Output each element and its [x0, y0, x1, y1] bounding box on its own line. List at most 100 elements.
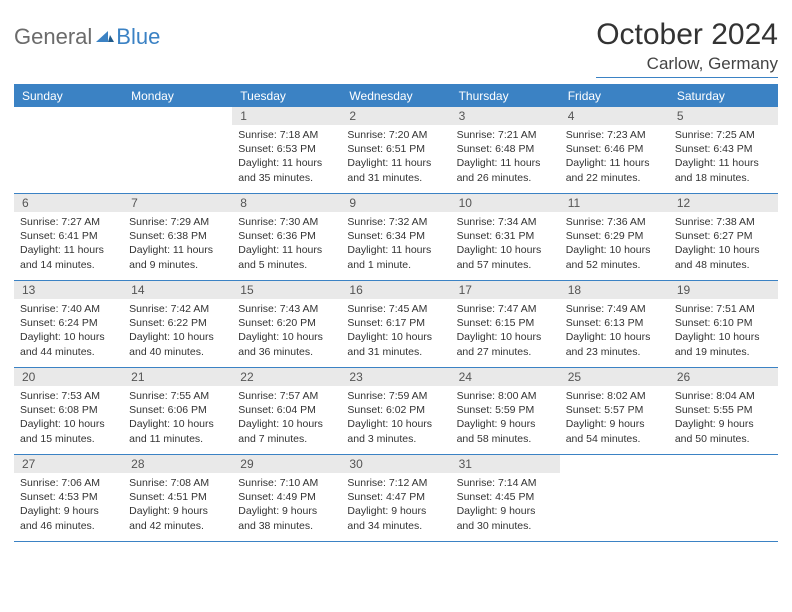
day-number: 17: [451, 281, 560, 299]
day-info: Sunrise: 7:08 AMSunset: 4:51 PMDaylight:…: [123, 473, 232, 536]
day-info: Sunrise: 7:14 AMSunset: 4:45 PMDaylight:…: [451, 473, 560, 536]
calendar-day: 25Sunrise: 8:02 AMSunset: 5:57 PMDayligh…: [560, 368, 669, 454]
day-info: Sunrise: 7:43 AMSunset: 6:20 PMDaylight:…: [232, 299, 341, 362]
day-number: 8: [232, 194, 341, 212]
weekday-header: Saturday: [669, 85, 778, 107]
calendar-day: 13Sunrise: 7:40 AMSunset: 6:24 PMDayligh…: [14, 281, 123, 367]
calendar-day: 24Sunrise: 8:00 AMSunset: 5:59 PMDayligh…: [451, 368, 560, 454]
calendar-day: 8Sunrise: 7:30 AMSunset: 6:36 PMDaylight…: [232, 194, 341, 280]
weekday-header: Sunday: [14, 85, 123, 107]
calendar-day: 26Sunrise: 8:04 AMSunset: 5:55 PMDayligh…: [669, 368, 778, 454]
day-number: 11: [560, 194, 669, 212]
day-info: Sunrise: 7:55 AMSunset: 6:06 PMDaylight:…: [123, 386, 232, 449]
day-info: Sunrise: 7:51 AMSunset: 6:10 PMDaylight:…: [669, 299, 778, 362]
day-number: 22: [232, 368, 341, 386]
calendar-day: 11Sunrise: 7:36 AMSunset: 6:29 PMDayligh…: [560, 194, 669, 280]
calendar-week: 1Sunrise: 7:18 AMSunset: 6:53 PMDaylight…: [14, 107, 778, 194]
weekday-header: Thursday: [451, 85, 560, 107]
calendar-day: 3Sunrise: 7:21 AMSunset: 6:48 PMDaylight…: [451, 107, 560, 193]
day-number: 7: [123, 194, 232, 212]
logo-text-blue: Blue: [116, 24, 160, 50]
day-info: Sunrise: 7:49 AMSunset: 6:13 PMDaylight:…: [560, 299, 669, 362]
day-number: 23: [341, 368, 450, 386]
day-number: 31: [451, 455, 560, 473]
calendar-day: 5Sunrise: 7:25 AMSunset: 6:43 PMDaylight…: [669, 107, 778, 193]
header: General Blue October 2024 Carlow, German…: [14, 18, 778, 78]
logo: General Blue: [14, 18, 160, 50]
calendar-day: 18Sunrise: 7:49 AMSunset: 6:13 PMDayligh…: [560, 281, 669, 367]
day-number: 3: [451, 107, 560, 125]
day-info: Sunrise: 7:18 AMSunset: 6:53 PMDaylight:…: [232, 125, 341, 188]
day-info: Sunrise: 8:04 AMSunset: 5:55 PMDaylight:…: [669, 386, 778, 449]
day-number: 27: [14, 455, 123, 473]
day-info: Sunrise: 7:36 AMSunset: 6:29 PMDaylight:…: [560, 212, 669, 275]
day-info: Sunrise: 7:59 AMSunset: 6:02 PMDaylight:…: [341, 386, 450, 449]
calendar-day: 1Sunrise: 7:18 AMSunset: 6:53 PMDaylight…: [232, 107, 341, 193]
day-info: Sunrise: 7:10 AMSunset: 4:49 PMDaylight:…: [232, 473, 341, 536]
day-number: 30: [341, 455, 450, 473]
calendar-day: 20Sunrise: 7:53 AMSunset: 6:08 PMDayligh…: [14, 368, 123, 454]
calendar-day: 17Sunrise: 7:47 AMSunset: 6:15 PMDayligh…: [451, 281, 560, 367]
calendar-day: 7Sunrise: 7:29 AMSunset: 6:38 PMDaylight…: [123, 194, 232, 280]
calendar-week: 20Sunrise: 7:53 AMSunset: 6:08 PMDayligh…: [14, 368, 778, 455]
day-number: 9: [341, 194, 450, 212]
calendar-day: 21Sunrise: 7:55 AMSunset: 6:06 PMDayligh…: [123, 368, 232, 454]
day-number: 15: [232, 281, 341, 299]
day-info: Sunrise: 7:29 AMSunset: 6:38 PMDaylight:…: [123, 212, 232, 275]
logo-mark-icon: [96, 28, 114, 46]
calendar-week: 27Sunrise: 7:06 AMSunset: 4:53 PMDayligh…: [14, 455, 778, 542]
month-title: October 2024: [596, 18, 778, 52]
title-block: October 2024 Carlow, Germany: [596, 18, 778, 78]
calendar-day: 23Sunrise: 7:59 AMSunset: 6:02 PMDayligh…: [341, 368, 450, 454]
day-info: Sunrise: 7:32 AMSunset: 6:34 PMDaylight:…: [341, 212, 450, 275]
calendar-day: 6Sunrise: 7:27 AMSunset: 6:41 PMDaylight…: [14, 194, 123, 280]
calendar-day: 29Sunrise: 7:10 AMSunset: 4:49 PMDayligh…: [232, 455, 341, 541]
calendar-day: 2Sunrise: 7:20 AMSunset: 6:51 PMDaylight…: [341, 107, 450, 193]
day-number: 28: [123, 455, 232, 473]
weekday-header: Friday: [560, 85, 669, 107]
day-info: Sunrise: 7:53 AMSunset: 6:08 PMDaylight:…: [14, 386, 123, 449]
calendar-day: 19Sunrise: 7:51 AMSunset: 6:10 PMDayligh…: [669, 281, 778, 367]
day-info: Sunrise: 7:42 AMSunset: 6:22 PMDaylight:…: [123, 299, 232, 362]
calendar-day: 22Sunrise: 7:57 AMSunset: 6:04 PMDayligh…: [232, 368, 341, 454]
weekday-header: Wednesday: [341, 85, 450, 107]
calendar-day: 10Sunrise: 7:34 AMSunset: 6:31 PMDayligh…: [451, 194, 560, 280]
calendar: SundayMondayTuesdayWednesdayThursdayFrid…: [14, 84, 778, 542]
day-number: 24: [451, 368, 560, 386]
day-number: 5: [669, 107, 778, 125]
calendar-day: 14Sunrise: 7:42 AMSunset: 6:22 PMDayligh…: [123, 281, 232, 367]
day-number: 18: [560, 281, 669, 299]
calendar-day-empty: [14, 107, 123, 193]
day-number: 4: [560, 107, 669, 125]
day-info: Sunrise: 7:38 AMSunset: 6:27 PMDaylight:…: [669, 212, 778, 275]
day-number: 6: [14, 194, 123, 212]
weekday-header: Tuesday: [232, 85, 341, 107]
day-info: Sunrise: 7:34 AMSunset: 6:31 PMDaylight:…: [451, 212, 560, 275]
calendar-day: 30Sunrise: 7:12 AMSunset: 4:47 PMDayligh…: [341, 455, 450, 541]
weekday-header: Monday: [123, 85, 232, 107]
calendar-day: 9Sunrise: 7:32 AMSunset: 6:34 PMDaylight…: [341, 194, 450, 280]
day-number: 20: [14, 368, 123, 386]
calendar-day: 12Sunrise: 7:38 AMSunset: 6:27 PMDayligh…: [669, 194, 778, 280]
day-info: Sunrise: 7:47 AMSunset: 6:15 PMDaylight:…: [451, 299, 560, 362]
day-info: Sunrise: 7:57 AMSunset: 6:04 PMDaylight:…: [232, 386, 341, 449]
calendar-week: 6Sunrise: 7:27 AMSunset: 6:41 PMDaylight…: [14, 194, 778, 281]
location: Carlow, Germany: [596, 54, 778, 78]
day-info: Sunrise: 8:02 AMSunset: 5:57 PMDaylight:…: [560, 386, 669, 449]
calendar-day-empty: [560, 455, 669, 541]
day-info: Sunrise: 7:20 AMSunset: 6:51 PMDaylight:…: [341, 125, 450, 188]
calendar-day: 15Sunrise: 7:43 AMSunset: 6:20 PMDayligh…: [232, 281, 341, 367]
calendar-body: 1Sunrise: 7:18 AMSunset: 6:53 PMDaylight…: [14, 107, 778, 542]
day-number: 25: [560, 368, 669, 386]
day-info: Sunrise: 7:27 AMSunset: 6:41 PMDaylight:…: [14, 212, 123, 275]
calendar-day: 16Sunrise: 7:45 AMSunset: 6:17 PMDayligh…: [341, 281, 450, 367]
day-info: Sunrise: 8:00 AMSunset: 5:59 PMDaylight:…: [451, 386, 560, 449]
logo-text-general: General: [14, 24, 92, 50]
day-info: Sunrise: 7:45 AMSunset: 6:17 PMDaylight:…: [341, 299, 450, 362]
day-info: Sunrise: 7:06 AMSunset: 4:53 PMDaylight:…: [14, 473, 123, 536]
day-number: 13: [14, 281, 123, 299]
calendar-day: 28Sunrise: 7:08 AMSunset: 4:51 PMDayligh…: [123, 455, 232, 541]
day-info: Sunrise: 7:21 AMSunset: 6:48 PMDaylight:…: [451, 125, 560, 188]
day-info: Sunrise: 7:30 AMSunset: 6:36 PMDaylight:…: [232, 212, 341, 275]
day-info: Sunrise: 7:23 AMSunset: 6:46 PMDaylight:…: [560, 125, 669, 188]
